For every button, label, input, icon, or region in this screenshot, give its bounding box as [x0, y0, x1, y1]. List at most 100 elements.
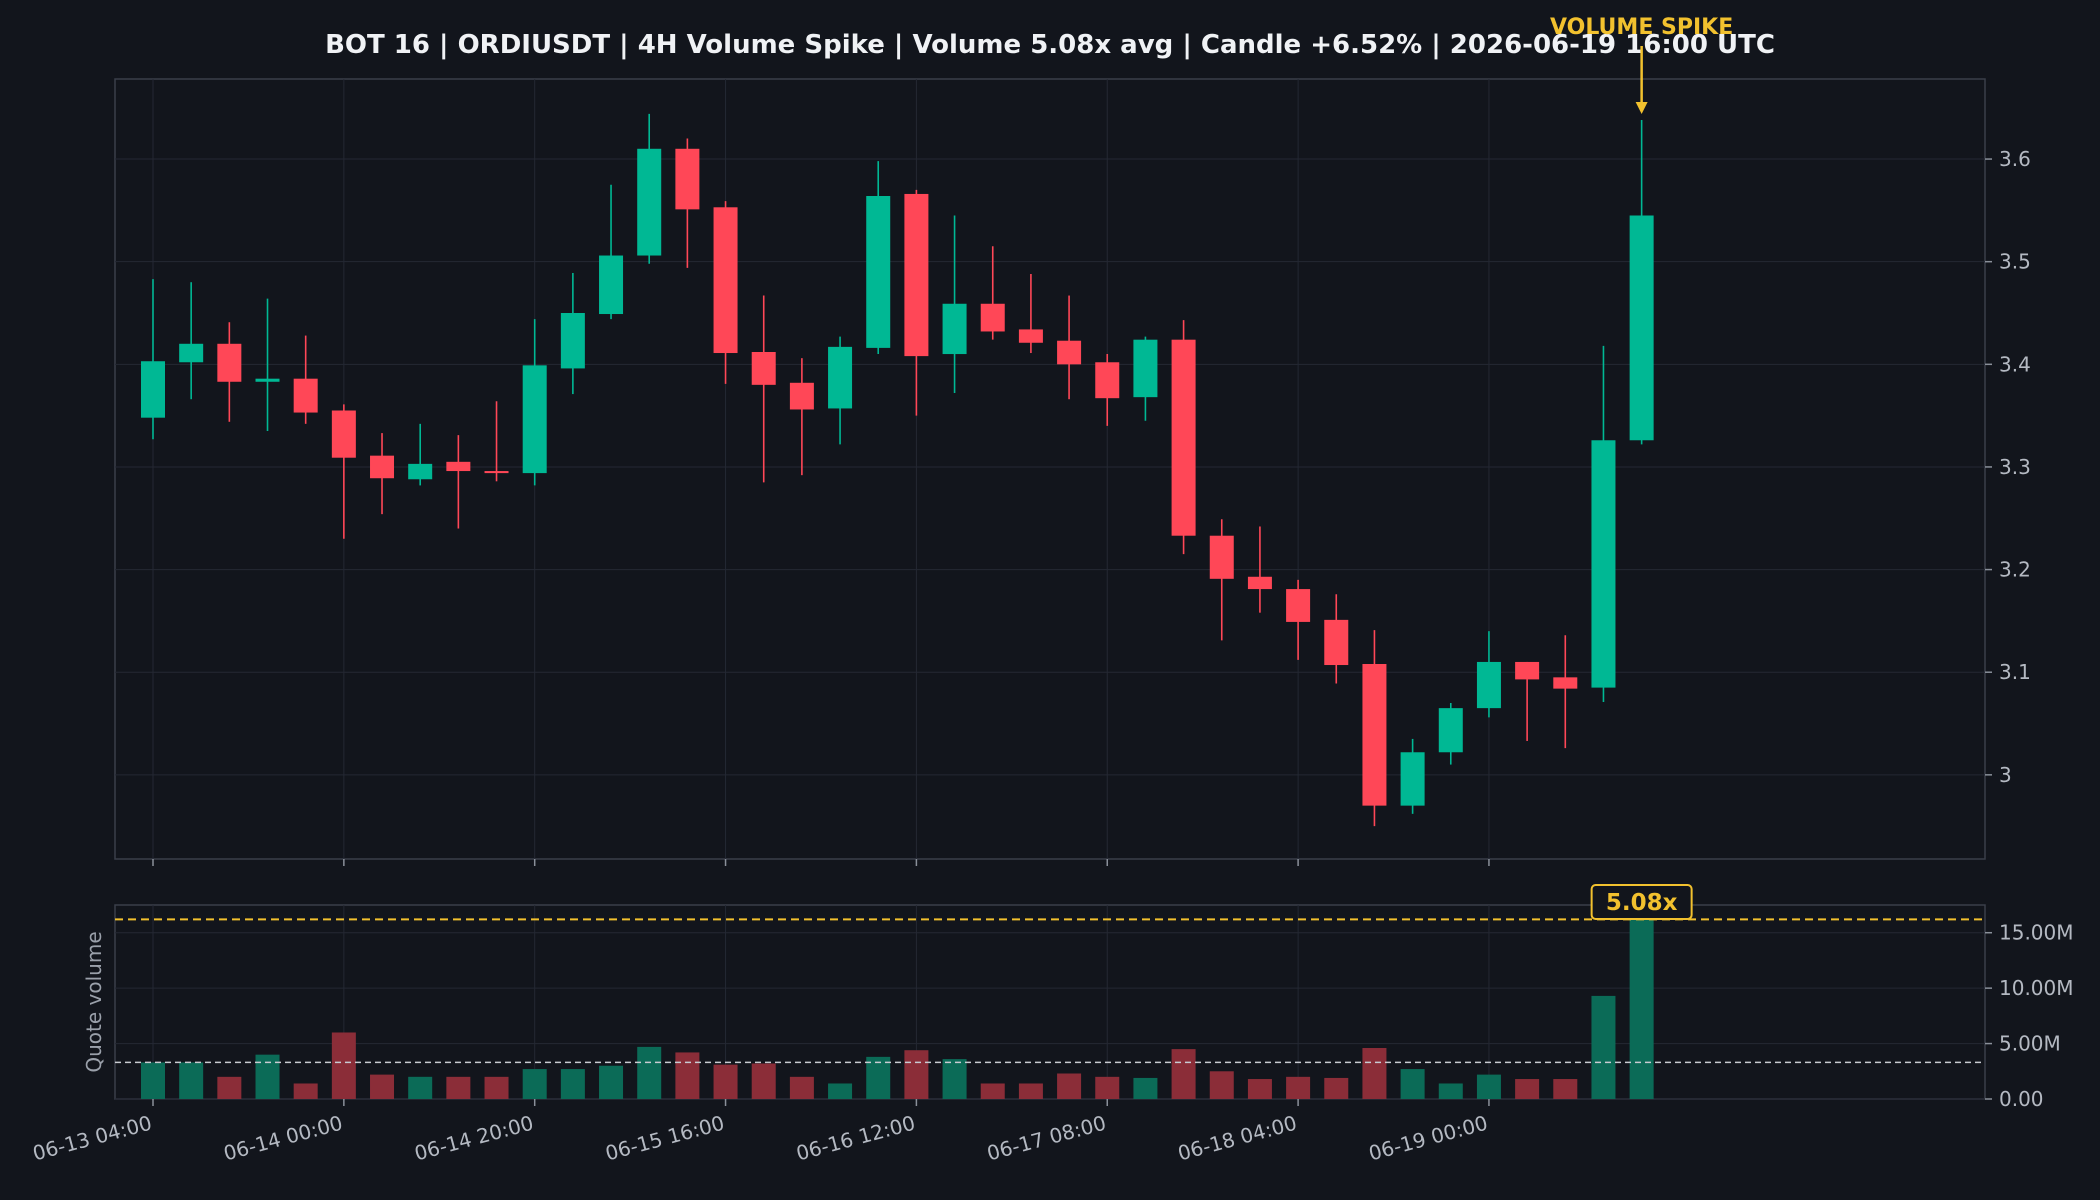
price-tick-label: 3.6 [1999, 147, 2031, 171]
volume-bar [828, 1083, 853, 1099]
candle-body-up [1400, 752, 1425, 806]
volume-bars [141, 911, 1654, 1099]
candle-body-down [1247, 576, 1272, 590]
price-grid [115, 79, 1985, 859]
volume-spike-arrow-icon [1635, 46, 1648, 114]
candle-body-down [980, 303, 1005, 332]
volume-bar [1057, 1073, 1082, 1099]
candle-body-down [1171, 339, 1196, 536]
price-x-tick-marks [152, 859, 1490, 866]
volume-bar [904, 1050, 929, 1099]
price-panel: 3 3.1 3.2 3.3 3.4 3.5 3.6 [114, 78, 2031, 866]
volume-bar [1286, 1076, 1311, 1099]
candle-body-down [1209, 535, 1234, 579]
candle-body-down [370, 455, 395, 479]
candle-body-down [1362, 664, 1387, 806]
volume-y-axis-label: Quote volume [82, 931, 106, 1072]
candle-body-down [293, 378, 318, 413]
candle-body-down [1324, 619, 1349, 666]
volume-bar [560, 1069, 585, 1099]
volume-y-axis: 0.00 5.00M 10.00M 15.00M [1985, 921, 2074, 1111]
candle-body-up [1438, 708, 1463, 753]
candle-body-down [1018, 329, 1043, 343]
candle-body-down [1095, 362, 1120, 399]
spike-arrow-head [1635, 102, 1648, 114]
volume-reference-lines [115, 918, 1985, 1064]
candle-body-up [141, 361, 165, 418]
candle-body-down [446, 461, 471, 472]
volume-bar [1629, 911, 1654, 1099]
candle-body-up [599, 255, 624, 315]
volume-tick-label: 5.00M [1999, 1032, 2061, 1056]
candle-body-down [675, 148, 700, 210]
candle-body-down [751, 352, 776, 385]
candle-body-up [828, 346, 853, 409]
volume-bar [522, 1069, 547, 1099]
candle-body-up [255, 378, 280, 382]
spike-badge-text: 5.08x [1606, 890, 1678, 916]
candle-body-down [904, 193, 929, 357]
candle-body-up [179, 343, 204, 363]
volume-bar [1400, 1069, 1425, 1099]
volume-bar [1324, 1077, 1349, 1099]
candle-body-down [713, 207, 738, 354]
volume-bar [713, 1064, 738, 1099]
volume-bar [446, 1076, 471, 1099]
candle-body-up [637, 148, 662, 256]
price-tick-label: 3.4 [1999, 352, 2031, 376]
price-panel-frame [114, 78, 1986, 860]
candle-body-down [789, 382, 814, 410]
volume-tick-label: 10.00M [1999, 976, 2074, 1000]
candle-body-up [1476, 661, 1501, 709]
volume-tick-label: 0.00 [1999, 1087, 2044, 1111]
volume-bar [675, 1052, 700, 1099]
price-tick-label: 3 [1999, 763, 2012, 787]
volume-bar [1553, 1079, 1578, 1099]
spike-badge-box [1590, 884, 1693, 920]
volume-bar [255, 1054, 280, 1099]
volume-bar [866, 1056, 891, 1099]
candle-body-down [484, 471, 509, 474]
volume-bar [408, 1076, 433, 1099]
candle-body-up [560, 313, 585, 369]
volume-bar [637, 1046, 662, 1099]
price-tick-label: 3.5 [1999, 250, 2031, 274]
candle-body-down [1286, 589, 1311, 622]
volume-bar [599, 1065, 624, 1099]
volume-bar [1247, 1079, 1272, 1099]
volume-bar [370, 1074, 395, 1099]
volume-bar [980, 1083, 1005, 1099]
volume-bar [141, 1062, 165, 1099]
candle-body-up [866, 196, 891, 348]
candle-body-down [331, 410, 356, 458]
volume-bar [1209, 1071, 1234, 1099]
volume-bar [1018, 1083, 1043, 1099]
price-tick-label: 3.3 [1999, 455, 2031, 479]
volume-bar [331, 1032, 356, 1099]
volume-bar [293, 1083, 318, 1099]
candle-body-up [942, 303, 967, 355]
volume-bar [1171, 1049, 1196, 1099]
volume-bar [484, 1076, 509, 1099]
volume-spike-annotation: VOLUME SPIKE [1550, 15, 1733, 40]
volume-bar [1095, 1076, 1120, 1099]
volume-bar [1591, 995, 1616, 1099]
price-tick-label: 3.2 [1999, 558, 2031, 582]
candle-body-up [408, 463, 433, 480]
volume-bar [217, 1076, 242, 1099]
candles [141, 113, 1654, 827]
volume-bar [789, 1076, 814, 1099]
volume-bar [179, 1062, 204, 1099]
price-y-axis: 3 3.1 3.2 3.3 3.4 3.5 3.6 [1985, 147, 2031, 787]
volume-bar [1362, 1048, 1387, 1099]
volume-bar [1438, 1083, 1463, 1099]
candle-body-up [522, 365, 547, 474]
volume-bar [1476, 1074, 1501, 1099]
volume-bar [942, 1059, 967, 1099]
candle-body-down [1515, 661, 1540, 680]
candle-body-up [1629, 215, 1654, 441]
volume-tick-label: 15.00M [1999, 921, 2074, 945]
volume-bar [1515, 1079, 1540, 1099]
